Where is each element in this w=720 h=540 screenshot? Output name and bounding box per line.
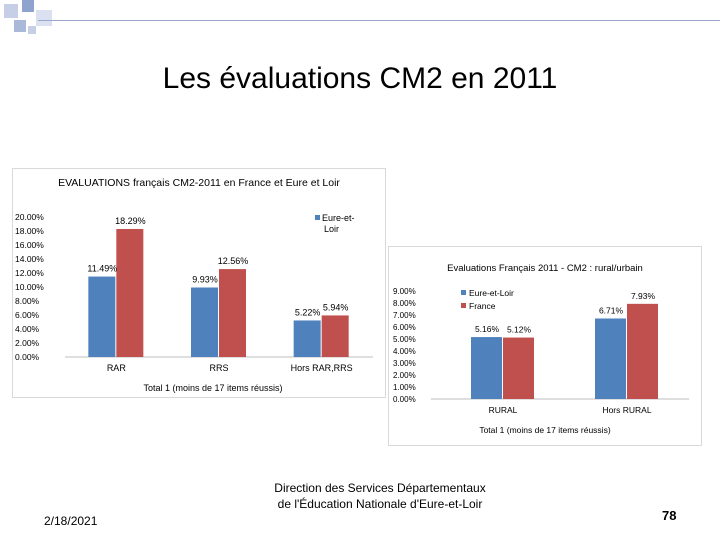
chart-france-eure-et-loir: EVALUATIONS français CM2-2011 en France … [12, 168, 386, 398]
chart2-bar [627, 303, 658, 399]
corner-decoration [0, 0, 60, 40]
chart2-data-label: 7.93% [631, 291, 656, 301]
chart2-category-label: Hors RURAL [602, 405, 651, 415]
chart2-data-labels: 5.16% 5.12% 6.71% 7.93% [475, 291, 656, 335]
header-line [38, 20, 720, 21]
slide-title: Les évaluations CM2 en 2011 [162, 62, 558, 95]
chart2-y-tick-label: 2.00% [393, 371, 416, 380]
chart2-svg: Evaluations Français 2011 - CM2 : rural/… [393, 263, 689, 435]
chart2-y-tick-label: 6.00% [393, 323, 416, 332]
chart1-bar [88, 276, 116, 357]
chart1-data-label: 5.22% [295, 307, 321, 317]
chart1-y-tick-label: 20.00% [15, 212, 44, 222]
chart1-data-label: 12.56% [218, 256, 249, 266]
chart2-y-tick-label: 8.00% [393, 299, 416, 308]
chart1-title-line1: EVALUATIONS français CM2-2011 en France … [58, 177, 340, 189]
chart2-bar [503, 337, 534, 399]
chart1-bar [219, 269, 246, 357]
chart1-y-tick-label: 14.00% [15, 254, 44, 264]
chart1-category-label: RAR [107, 363, 127, 373]
chart2-y-tick-label: 4.00% [393, 347, 416, 356]
chart1-y-tick-label: 4.00% [15, 324, 40, 334]
chart1-data-label: 18.29% [115, 216, 146, 226]
chart-rural-urbain: Evaluations Français 2011 - CM2 : rural/… [388, 246, 702, 446]
chart1-legend-label-line2: Loir [324, 224, 339, 234]
chart1-y-tick-label: 12.00% [15, 268, 44, 278]
corner-squares-graphic [4, 0, 52, 34]
chart2-y-tick-label: 3.00% [393, 359, 416, 368]
chart2-bars [471, 303, 658, 399]
chart2-category-label: RURAL [489, 405, 518, 415]
chart2-y-tick-label: 0.00% [393, 395, 416, 404]
chart1-y-tick-label: 6.00% [15, 310, 40, 320]
page-number: 78 [662, 508, 677, 523]
chart2-x-axis-title: Total 1 (moins de 17 items réussis) [479, 425, 610, 435]
chart1-x-axis-labels: RAR RRS Hors RAR,RRS [107, 363, 353, 373]
chart1-bar [116, 228, 144, 357]
footer-date: 2/18/2021 [44, 514, 98, 528]
chart1-y-tick-label: 18.00% [15, 226, 44, 236]
chart1-y-tick-label: 0.00% [15, 352, 40, 362]
chart2-data-label: 6.71% [599, 305, 624, 315]
chart1-bar [293, 320, 321, 357]
chart2-bar [595, 318, 626, 399]
chart2-legend-swatch-eure-et-loir [461, 290, 466, 295]
chart1-legend-swatch-eure-et-loir [315, 215, 320, 220]
chart2-y-tick-label: 7.00% [393, 311, 416, 320]
chart2-y-tick-label: 1.00% [393, 383, 416, 392]
chart2-title: Evaluations Français 2011 - CM2 : rural/… [447, 263, 643, 274]
chart1-x-axis-title: Total 1 (moins de 17 items réussis) [143, 383, 282, 393]
chart2-legend-label-france: France [469, 301, 496, 311]
chart1-y-tick-label: 10.00% [15, 282, 44, 292]
chart1-data-label: 9.93% [192, 274, 218, 284]
chart2-data-label: 5.16% [475, 324, 500, 334]
chart1-data-labels: 11.49% 18.29% 9.93%12.56% 5.22%5.94% [87, 216, 348, 317]
chart2-y-tick-label: 9.00% [393, 287, 416, 296]
chart1-bars [88, 228, 349, 357]
chart1-data-label: 5.94% [323, 302, 349, 312]
chart1-y-tick-label: 2.00% [15, 338, 40, 348]
chart1-category-label: RRS [209, 363, 228, 373]
footer-line2: de l'Éducation Nationale d'Eure-et-Loir [277, 497, 483, 511]
chart2-legend-label-eure-et-loir: Eure-et-Loir [469, 288, 514, 298]
chart1-bar [321, 315, 349, 357]
chart1-bar [191, 287, 218, 357]
footer-line1: Direction des Services Départementaux [274, 481, 486, 495]
chart2-y-tick-label: 5.00% [393, 335, 416, 344]
chart2-legend-swatch-france [461, 303, 466, 308]
chart1-category-label: Hors RAR,RRS [291, 363, 353, 373]
chart1-y-tick-label: 8.00% [15, 296, 40, 306]
chart1-legend-label-line1: Eure-et- [322, 213, 355, 223]
chart2-x-axis-labels: RURAL Hors RURAL [489, 405, 652, 415]
chart1-data-label: 11.49% [87, 264, 117, 274]
chart1-y-tick-label: 16.00% [15, 240, 44, 250]
footer-organization: Direction des Services Départementaux de… [230, 480, 530, 512]
chart2-y-axis: 0.00% 1.00% 2.00% 3.00% 4.00% 5.00% 6.00% 7.00%… [393, 287, 416, 404]
chart1-y-axis: 0.00% 2.00% 4.00% 6.00% 8.00% 10.00% 12.00% 14.… [15, 212, 44, 362]
chart1-svg: EVALUATIONS français CM2-2011 en France … [15, 177, 373, 393]
chart2-bar [471, 337, 502, 399]
chart2-data-label: 5.12% [507, 325, 532, 335]
